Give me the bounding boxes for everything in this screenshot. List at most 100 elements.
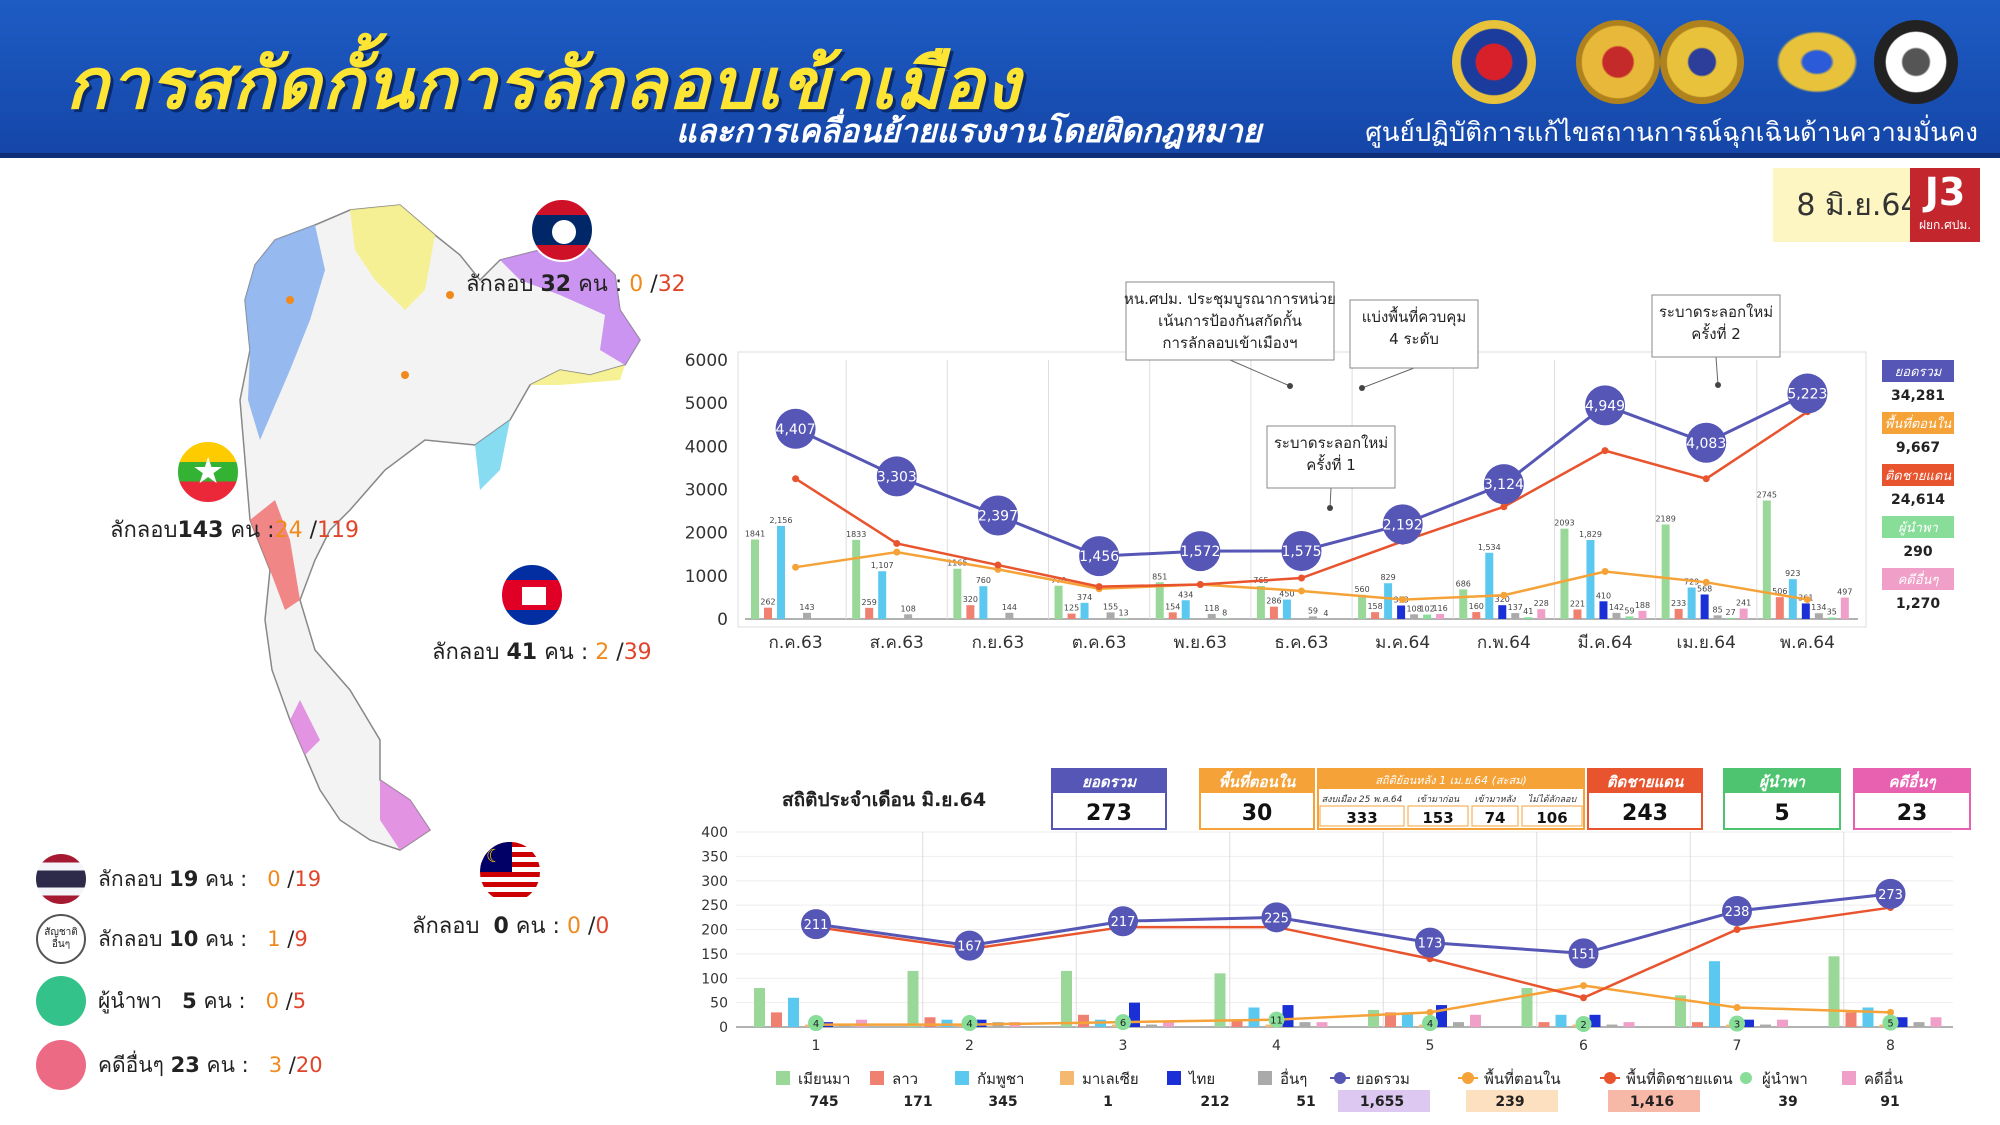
total-point [1585,385,1626,426]
airforce-emblem-icon [1762,20,1872,104]
bar-label: 142 [1609,603,1624,612]
total-point [1382,504,1423,545]
annotation-text: ระบาดระลอกใหม่ [1659,303,1773,321]
y-tick-label: 6000 [685,351,728,371]
inland-line-point [893,548,901,556]
bar-myanmar [1661,524,1670,619]
page-title: การสกัดกั้นการลักลอบเข้าเมือง [66,43,1021,125]
bar-label: 2093 [1554,519,1574,528]
myanmar-flag-icon: ★ [176,440,240,504]
bar-myanmar [1358,594,1367,619]
bar-guide [1524,617,1533,619]
bar-label: 568 [1697,584,1712,593]
total-point [876,456,917,497]
thai-flag-icon [36,854,86,904]
inland-line-point [1803,596,1811,604]
map-marker [446,291,454,299]
bar-guide [1827,617,1836,619]
bar-lao [1573,609,1582,619]
legend-swatch [1882,360,1954,382]
total-label: 3,303 [877,469,917,485]
inland-line-point [1399,596,1407,604]
annotation-dot [1359,385,1365,391]
legend-label: ผู้นำพา [1898,521,1938,536]
bar-label: 374 [1077,593,1092,602]
bar-lao [1269,606,1278,619]
annotation-box [1651,294,1781,358]
y-tick-label: 1000 [685,567,728,587]
bar-label: 108 [901,604,916,613]
bar-label: 262 [760,598,775,607]
bar-myanmar [1054,585,1063,619]
inland-line-point [1601,568,1609,576]
bar-label: 158 [1367,602,1382,611]
bar-label: 450 [1279,590,1294,599]
pink-circle-icon [36,1040,86,1090]
bar-label: 125 [1064,604,1079,613]
inland-line-point [1702,578,1710,586]
other-nationality-icon: สัญชาติ อื่นๆ [36,914,86,964]
bar-lao [1674,608,1683,619]
bar-cambodia [1384,583,1393,619]
legend-value: 290 [1903,544,1932,560]
bar-label: 560 [1354,585,1369,594]
bar-label: 59 [1308,606,1318,615]
myanmar-count-label: ลักลอบ143 คน :24 /119 [110,518,359,543]
bar-label: 1841 [745,530,765,539]
y-tick-label: 0 [717,610,728,630]
total-label: 1,575 [1281,544,1321,560]
legend-other-nationality: สัญชาติ อื่นๆ ลักลอบ 10 คน : 1 /9 [36,914,308,964]
bar-label: 155 [1103,602,1118,611]
bar-label: 829 [1380,573,1395,582]
bar-cambodia [1586,540,1595,619]
bar-label: 108 [1406,604,1421,613]
total-label: 5,223 [1787,387,1827,403]
bar-label: 188 [1635,601,1650,610]
bar-cambodia [1485,552,1494,619]
y-tick-label: 2000 [685,524,728,544]
bar-myanmar [751,539,759,619]
annotation-text: แบ่งพื้นที่ควบคุม [1362,306,1466,327]
bar-other [1207,613,1216,619]
map-marker [286,296,294,304]
emblem-icon [1452,20,1536,104]
legend-thai: ลักลอบ 19 คน : 0 /19 [36,854,321,904]
bar-label: 686 [1456,579,1471,588]
bar-other [1814,613,1823,619]
bar-label: 320 [963,595,978,604]
legend-swatch [1882,516,1954,538]
bar-other [1005,612,1014,619]
bar-thai [1498,605,1507,619]
annotation-dot [1287,383,1293,389]
bar-label: 241 [1736,599,1751,608]
bar-label: 4 [1323,609,1328,618]
annotation-text: ระบาดระลอกใหม่ [1274,434,1388,452]
map-region-southwest [250,500,300,610]
navy-emblem-icon [1660,20,1744,104]
bar-thai [1397,605,1406,619]
bar-lao [865,607,874,619]
x-tick-label: พ.ค.64 [1780,633,1835,653]
border-line-point [1196,580,1204,588]
laos-count-label: ลักลอบ 32 คน : 0 /32 [466,272,686,297]
total-label: 4,407 [776,422,816,438]
malaysia-flag-icon: ☾ [478,840,542,904]
legend-swatch [1882,412,1954,434]
bar-case [1840,597,1849,619]
y-tick-label: 5000 [685,394,728,414]
thailand-map-outline [239,204,641,851]
army-emblem-icon [1576,20,1660,104]
bar-label: 228 [1534,599,1549,608]
bar-label: 2745 [1757,491,1777,500]
bar-myanmar [1459,589,1468,619]
bar-label: 1,829 [1579,530,1602,539]
map-region-north [350,205,435,310]
thailand-map [239,204,641,851]
bar-label: 35 [1827,607,1837,616]
x-tick-label: ม.ค.64 [1375,633,1430,653]
annotation-text: เน้นการป้องกันสกัดกั้น [1158,310,1302,330]
bar-other [803,612,811,619]
header-banner: การสกัดกั้นการลักลอบเข้าเมือง และการเคลื… [0,0,2000,158]
total-label: 2,397 [978,509,1018,525]
